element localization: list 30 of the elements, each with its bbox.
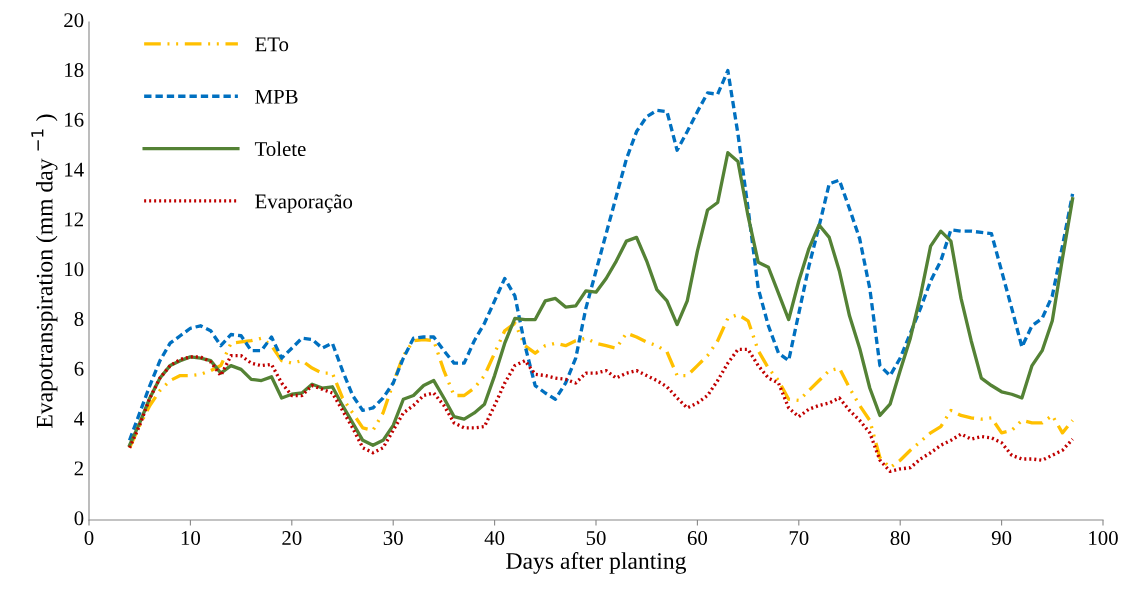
y-tick-label: 14	[65, 162, 84, 177]
x-tick-label: 0	[84, 531, 94, 546]
y-axis-title: Evapotranspiration (mm day $^{−1}$ )	[31, 114, 58, 428]
x-tick-label: 80	[890, 531, 910, 546]
legend-label: Tolete	[254, 141, 306, 157]
x-tick-label: 70	[789, 531, 809, 546]
x-tick-label: 10	[181, 531, 201, 546]
y-tick-label: 18	[65, 62, 84, 78]
y-tick-label: 2	[74, 461, 83, 476]
y-tick-label: 6	[74, 361, 84, 376]
y-tick-label: 12	[65, 212, 83, 227]
y-tick-label: 8	[74, 311, 84, 327]
y-tick-label: 20	[64, 13, 84, 28]
x-tick-label: 20	[282, 531, 302, 546]
x-tick-label: 40	[484, 531, 505, 546]
legend-label: Evaporação	[255, 194, 353, 213]
x-tick-label: 30	[383, 531, 403, 546]
x-tick-label: 60	[687, 531, 708, 546]
y-tick-label: 16	[65, 112, 84, 127]
x-tick-label: 100	[1089, 531, 1118, 546]
x-axis-title: Days after planting	[506, 552, 687, 574]
y-tick-label: 4	[74, 411, 84, 426]
line-series	[127, 347, 1075, 474]
y-tick-label: 0	[74, 511, 84, 526]
x-tick-label: 50	[586, 531, 606, 546]
legend-label: MPB	[255, 89, 298, 104]
y-tick-label: 10	[65, 262, 84, 277]
legend-label: ETo	[255, 37, 289, 52]
x-tick-label: 90	[991, 531, 1012, 546]
line-series	[127, 68, 1075, 442]
